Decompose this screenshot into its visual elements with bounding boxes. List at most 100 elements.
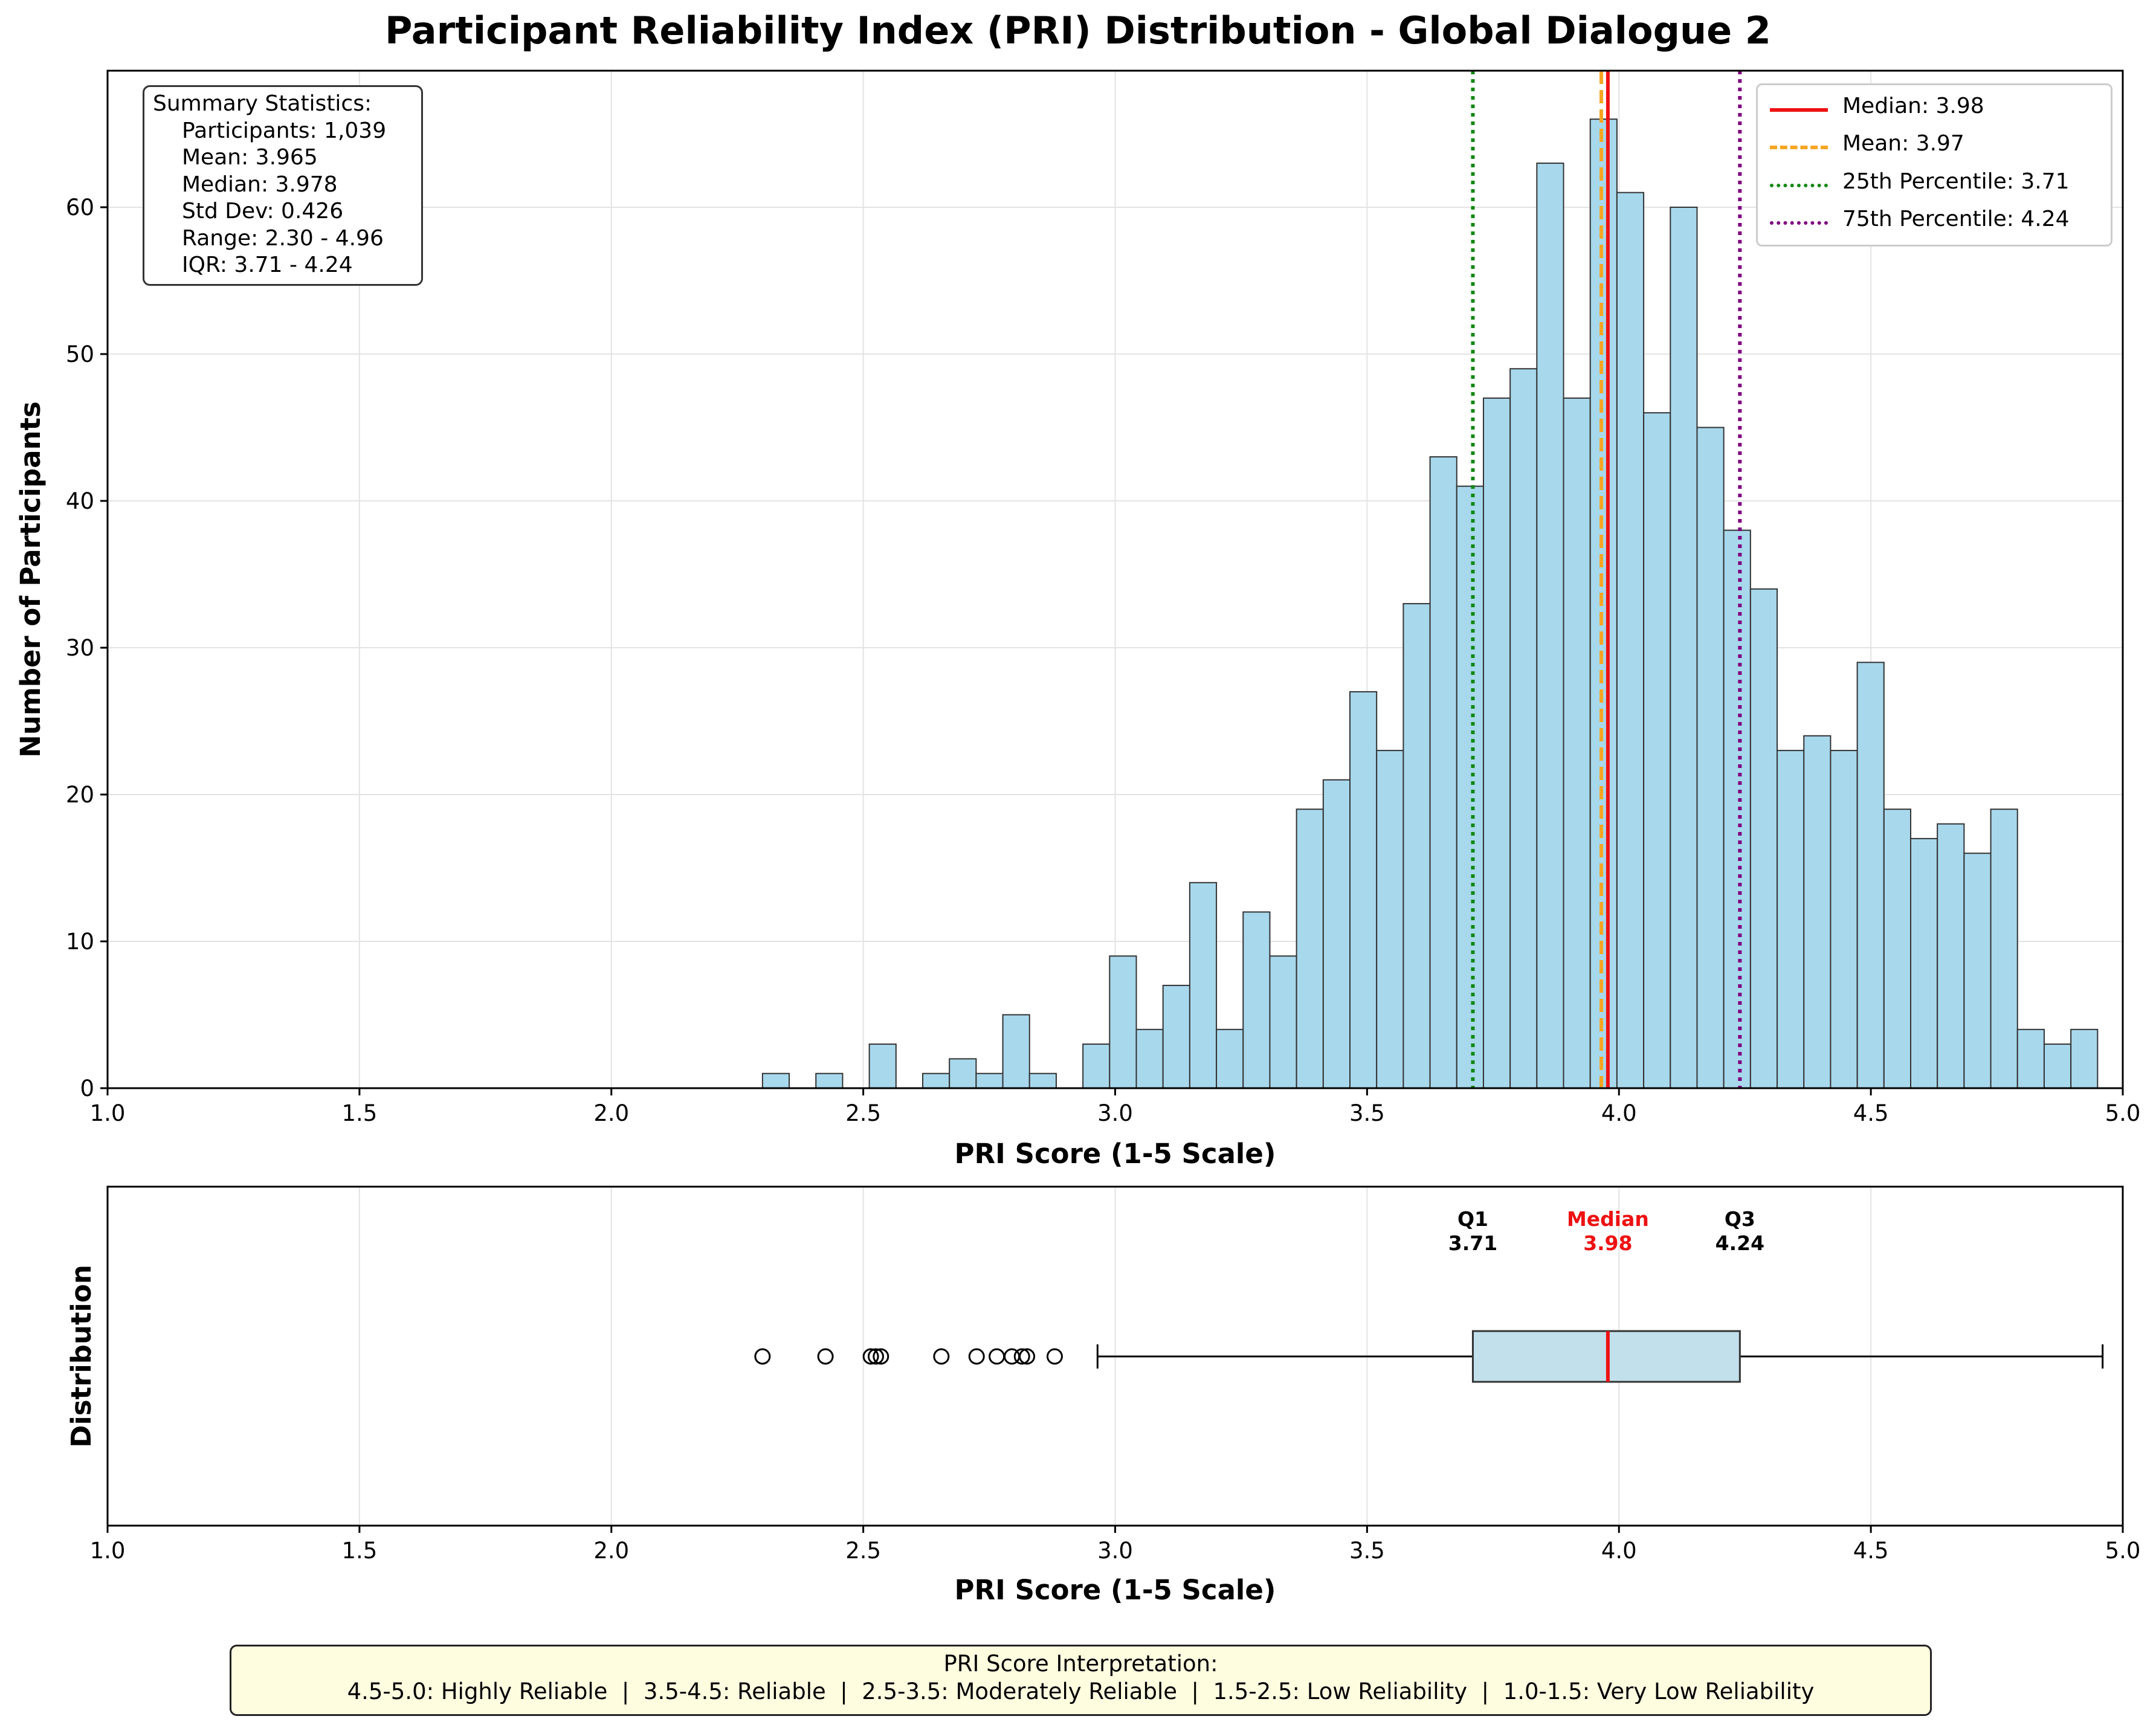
summary-line-iqr: IQR: 3.71 - 4.24 (182, 253, 353, 277)
x-tick-label: 3.5 (1349, 1538, 1385, 1564)
y-tick-label: 10 (66, 929, 94, 955)
x-tick-label: 3.0 (1097, 1538, 1133, 1564)
histogram-bar (1509, 368, 1538, 1089)
histogram-bar (1429, 456, 1457, 1089)
summary-line-median: Median: 3.978 (182, 172, 338, 197)
histogram-bar (1349, 691, 1378, 1089)
histogram-bar (1135, 1028, 1164, 1089)
histogram-bar (1803, 735, 1832, 1089)
histogram-bar (1028, 1072, 1057, 1089)
histogram-bar (1616, 192, 1645, 1089)
outlier-point (867, 1348, 884, 1365)
histogram-bar (1937, 823, 1965, 1089)
legend: Median: 3.98 Mean: 3.97 25th Percentile:… (1756, 83, 2112, 247)
histogram-bar (1830, 750, 1858, 1089)
x-tick-label: 4.0 (1601, 1100, 1637, 1126)
legend-label-median: Median: 3.98 (1842, 94, 1984, 118)
legend-swatch-mean (1770, 146, 1828, 149)
y-tick-label: 20 (66, 782, 94, 808)
x-tick-label: 2.5 (845, 1100, 881, 1126)
chart-title: Participant Reliability Index (PRI) Dist… (385, 8, 1771, 53)
histogram-bar (1082, 1043, 1111, 1089)
y-axis-label: Number of Participants (15, 401, 47, 758)
histogram-bar (761, 1072, 790, 1089)
annotation-label-q1: Q1 (1457, 1207, 1488, 1231)
y-tick-label: 40 (66, 488, 94, 514)
histogram-bar (1856, 662, 1885, 1089)
x-tick-label: 1.0 (90, 1100, 126, 1126)
legend-label-mean: Mean: 3.97 (1842, 131, 1964, 156)
histogram-bar (1670, 206, 1698, 1089)
histogram-bar (1990, 808, 2018, 1089)
histogram-bar (1109, 955, 1137, 1089)
x-tick-label: 3.0 (1097, 1100, 1133, 1126)
annotation-label-median: Median (1567, 1207, 1649, 1231)
histogram-bar (1269, 955, 1297, 1089)
y-tick-label: 60 (66, 195, 94, 221)
x-axis-label: PRI Score (1-5 Scale) (955, 1574, 1276, 1606)
histogram-bar (2043, 1043, 2072, 1089)
histogram-bar (1376, 750, 1404, 1089)
summary-statistics-box: Summary Statistics: Participants: 1,039 … (143, 85, 423, 286)
x-tick-label: 4.0 (1601, 1538, 1637, 1564)
x-axis-label: PRI Score (1-5 Scale) (955, 1138, 1276, 1170)
histogram-bar (1749, 588, 1778, 1089)
legend-item-75th-percentile: 75th Percentile: 4.24 (1758, 207, 2111, 257)
histogram-bar (1189, 882, 1218, 1089)
histogram-bar (949, 1058, 977, 1089)
histogram-bar (1322, 779, 1351, 1089)
histogram-bar (1402, 603, 1431, 1089)
histogram-bar (1883, 808, 1911, 1089)
outlier-point (1046, 1348, 1063, 1365)
histogram-bar (1909, 837, 1938, 1089)
legend-item-mean: Mean: 3.97 (1758, 131, 2111, 182)
histogram-bar (1696, 427, 1725, 1089)
interpretation-box: PRI Score Interpretation: 4.5-5.0: Highl… (230, 1645, 1932, 1716)
histogram-bar (975, 1072, 1004, 1089)
x-tick-label: 1.5 (341, 1538, 377, 1564)
y-tick-label: 30 (66, 635, 94, 661)
histogram-bar (1589, 118, 1618, 1089)
legend-label-25th-percentile: 25th Percentile: 3.71 (1842, 169, 2070, 194)
x-tick-label: 3.5 (1349, 1100, 1385, 1126)
histogram-bar (1296, 808, 1324, 1089)
histogram-bar (1563, 397, 1591, 1089)
outlier-point (989, 1348, 1005, 1365)
annotation-value-q3: 4.24 (1715, 1231, 1764, 1255)
summary-line-std-dev: Std Dev: 0.426 (182, 199, 344, 224)
annotation-value-q1: 3.71 (1448, 1231, 1497, 1255)
histogram-bar (1643, 412, 1671, 1089)
histogram-bar (1162, 984, 1190, 1089)
histogram-bar (1482, 397, 1511, 1089)
x-tick-label: 1.5 (341, 1100, 377, 1126)
histogram-bar (1536, 163, 1564, 1089)
interpretation-title: PRI Score Interpretation: (943, 1651, 1218, 1677)
legend-swatch-median (1770, 108, 1828, 112)
outlier-point (1013, 1348, 1030, 1365)
x-tick-label: 2.0 (593, 1100, 629, 1126)
outlier-point (873, 1348, 889, 1365)
histogram-bar (1777, 750, 1805, 1089)
annotation-value-median: 3.98 (1583, 1231, 1632, 1255)
histogram-bar (1242, 911, 1271, 1089)
legend-item-25th-percentile: 25th Percentile: 3.71 (1758, 169, 2111, 220)
outlier-point (862, 1348, 879, 1365)
interpretation-text: 4.5-5.0: Highly Reliable | 3.5-4.5: Reli… (347, 1678, 1815, 1704)
outlier-point (1019, 1348, 1036, 1365)
summary-line-participants: Participants: 1,039 (182, 118, 387, 143)
y-axis-label: Distribution (65, 1265, 97, 1448)
summary-header: Summary Statistics: (153, 91, 372, 116)
y-tick-label: 50 (66, 341, 94, 367)
legend-swatch-75th-percentile (1770, 221, 1828, 225)
histogram-bar (1456, 485, 1484, 1089)
x-tick-label: 5.0 (2105, 1100, 2141, 1126)
x-tick-label: 4.5 (1853, 1538, 1889, 1564)
histogram-bar (922, 1072, 951, 1089)
outlier-point (754, 1348, 771, 1365)
histogram-bar (2070, 1028, 2099, 1089)
legend-item-median: Median: 3.98 (1758, 94, 2111, 144)
outlier-point (933, 1348, 950, 1365)
histogram-bar (815, 1072, 844, 1089)
y-tick-label: 0 (80, 1075, 94, 1101)
